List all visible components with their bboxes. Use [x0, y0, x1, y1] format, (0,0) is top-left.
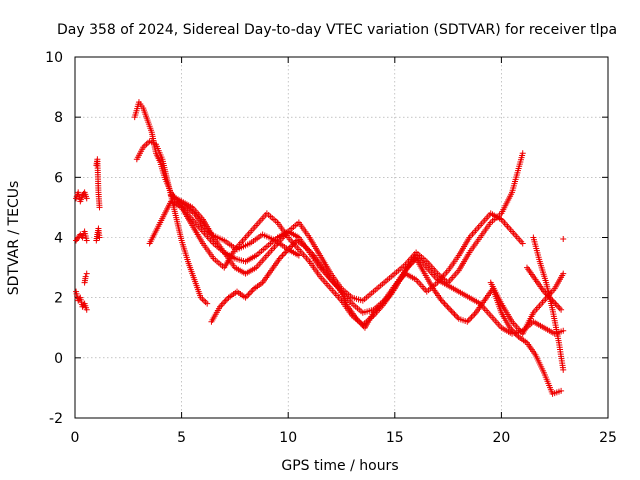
data-point [519, 240, 526, 247]
data-point [221, 299, 228, 306]
data-point [202, 299, 209, 306]
data-point [248, 288, 255, 295]
data-point [560, 236, 567, 243]
data-point [444, 303, 451, 310]
data-point [83, 270, 90, 277]
y-tick-label-0: 0 [54, 351, 63, 367]
data-point [452, 312, 459, 319]
data-point [243, 293, 250, 300]
data-point [558, 387, 565, 394]
data-point [447, 306, 454, 313]
data-point [280, 251, 287, 258]
data-point [558, 306, 565, 313]
data-point [278, 254, 285, 261]
data-point [200, 297, 207, 304]
data-point [560, 270, 567, 277]
data-point [83, 195, 90, 202]
data-point [556, 305, 563, 312]
data-point [555, 303, 562, 310]
x-tick-label-20: 20 [492, 430, 510, 446]
data-point [295, 252, 302, 259]
y-tick-label-4: 4 [54, 231, 63, 247]
data-point [141, 142, 148, 149]
x-axis-label: GPS time / hours [281, 458, 398, 474]
data-point [441, 300, 448, 307]
data-point [448, 308, 455, 315]
x-tick-label-10: 10 [279, 430, 297, 446]
data-point [143, 141, 150, 148]
data-point [519, 150, 526, 157]
data-point [96, 204, 103, 211]
data-points [73, 99, 567, 397]
data-point [249, 287, 256, 294]
data-point [450, 309, 457, 316]
x-axis-ticks: 0 5 10 15 20 25 [71, 430, 617, 446]
data-point [471, 311, 478, 318]
data-point [465, 317, 472, 324]
data-point [83, 306, 90, 313]
y-tick-label-6: 6 [54, 170, 63, 186]
y-tick-label-neg2: -2 [49, 411, 63, 427]
data-point [83, 237, 90, 244]
data-point [246, 290, 253, 297]
data-point [82, 273, 89, 280]
data-point [219, 300, 226, 307]
data-point [451, 311, 458, 318]
data-point [224, 296, 231, 303]
x-tick-label-25: 25 [599, 430, 617, 446]
x-tick-label-15: 15 [386, 430, 404, 446]
data-point [445, 305, 452, 312]
y-tick-label-10: 10 [45, 50, 63, 66]
data-point [468, 314, 475, 321]
x-tick-label-0: 0 [71, 430, 80, 446]
y-axis-ticks: -2 0 2 4 6 8 10 [45, 50, 63, 427]
y-axis-label: SDTVAR / TECUs [6, 181, 22, 296]
data-point [442, 302, 449, 309]
tick-marks [74, 56, 609, 419]
y-tick-label-2: 2 [54, 291, 63, 307]
data-point [469, 312, 476, 319]
y-tick-label-8: 8 [54, 110, 63, 126]
data-point [560, 327, 567, 334]
data-point [222, 297, 229, 304]
x-tick-label-5: 5 [177, 430, 186, 446]
data-point [204, 300, 211, 307]
data-point [440, 299, 447, 306]
data-point [96, 234, 103, 241]
data-point [145, 139, 152, 146]
data-point [279, 252, 286, 259]
chart-title: Day 358 of 2024, Sidereal Day-to-day VTE… [57, 22, 617, 38]
data-point [560, 366, 567, 373]
